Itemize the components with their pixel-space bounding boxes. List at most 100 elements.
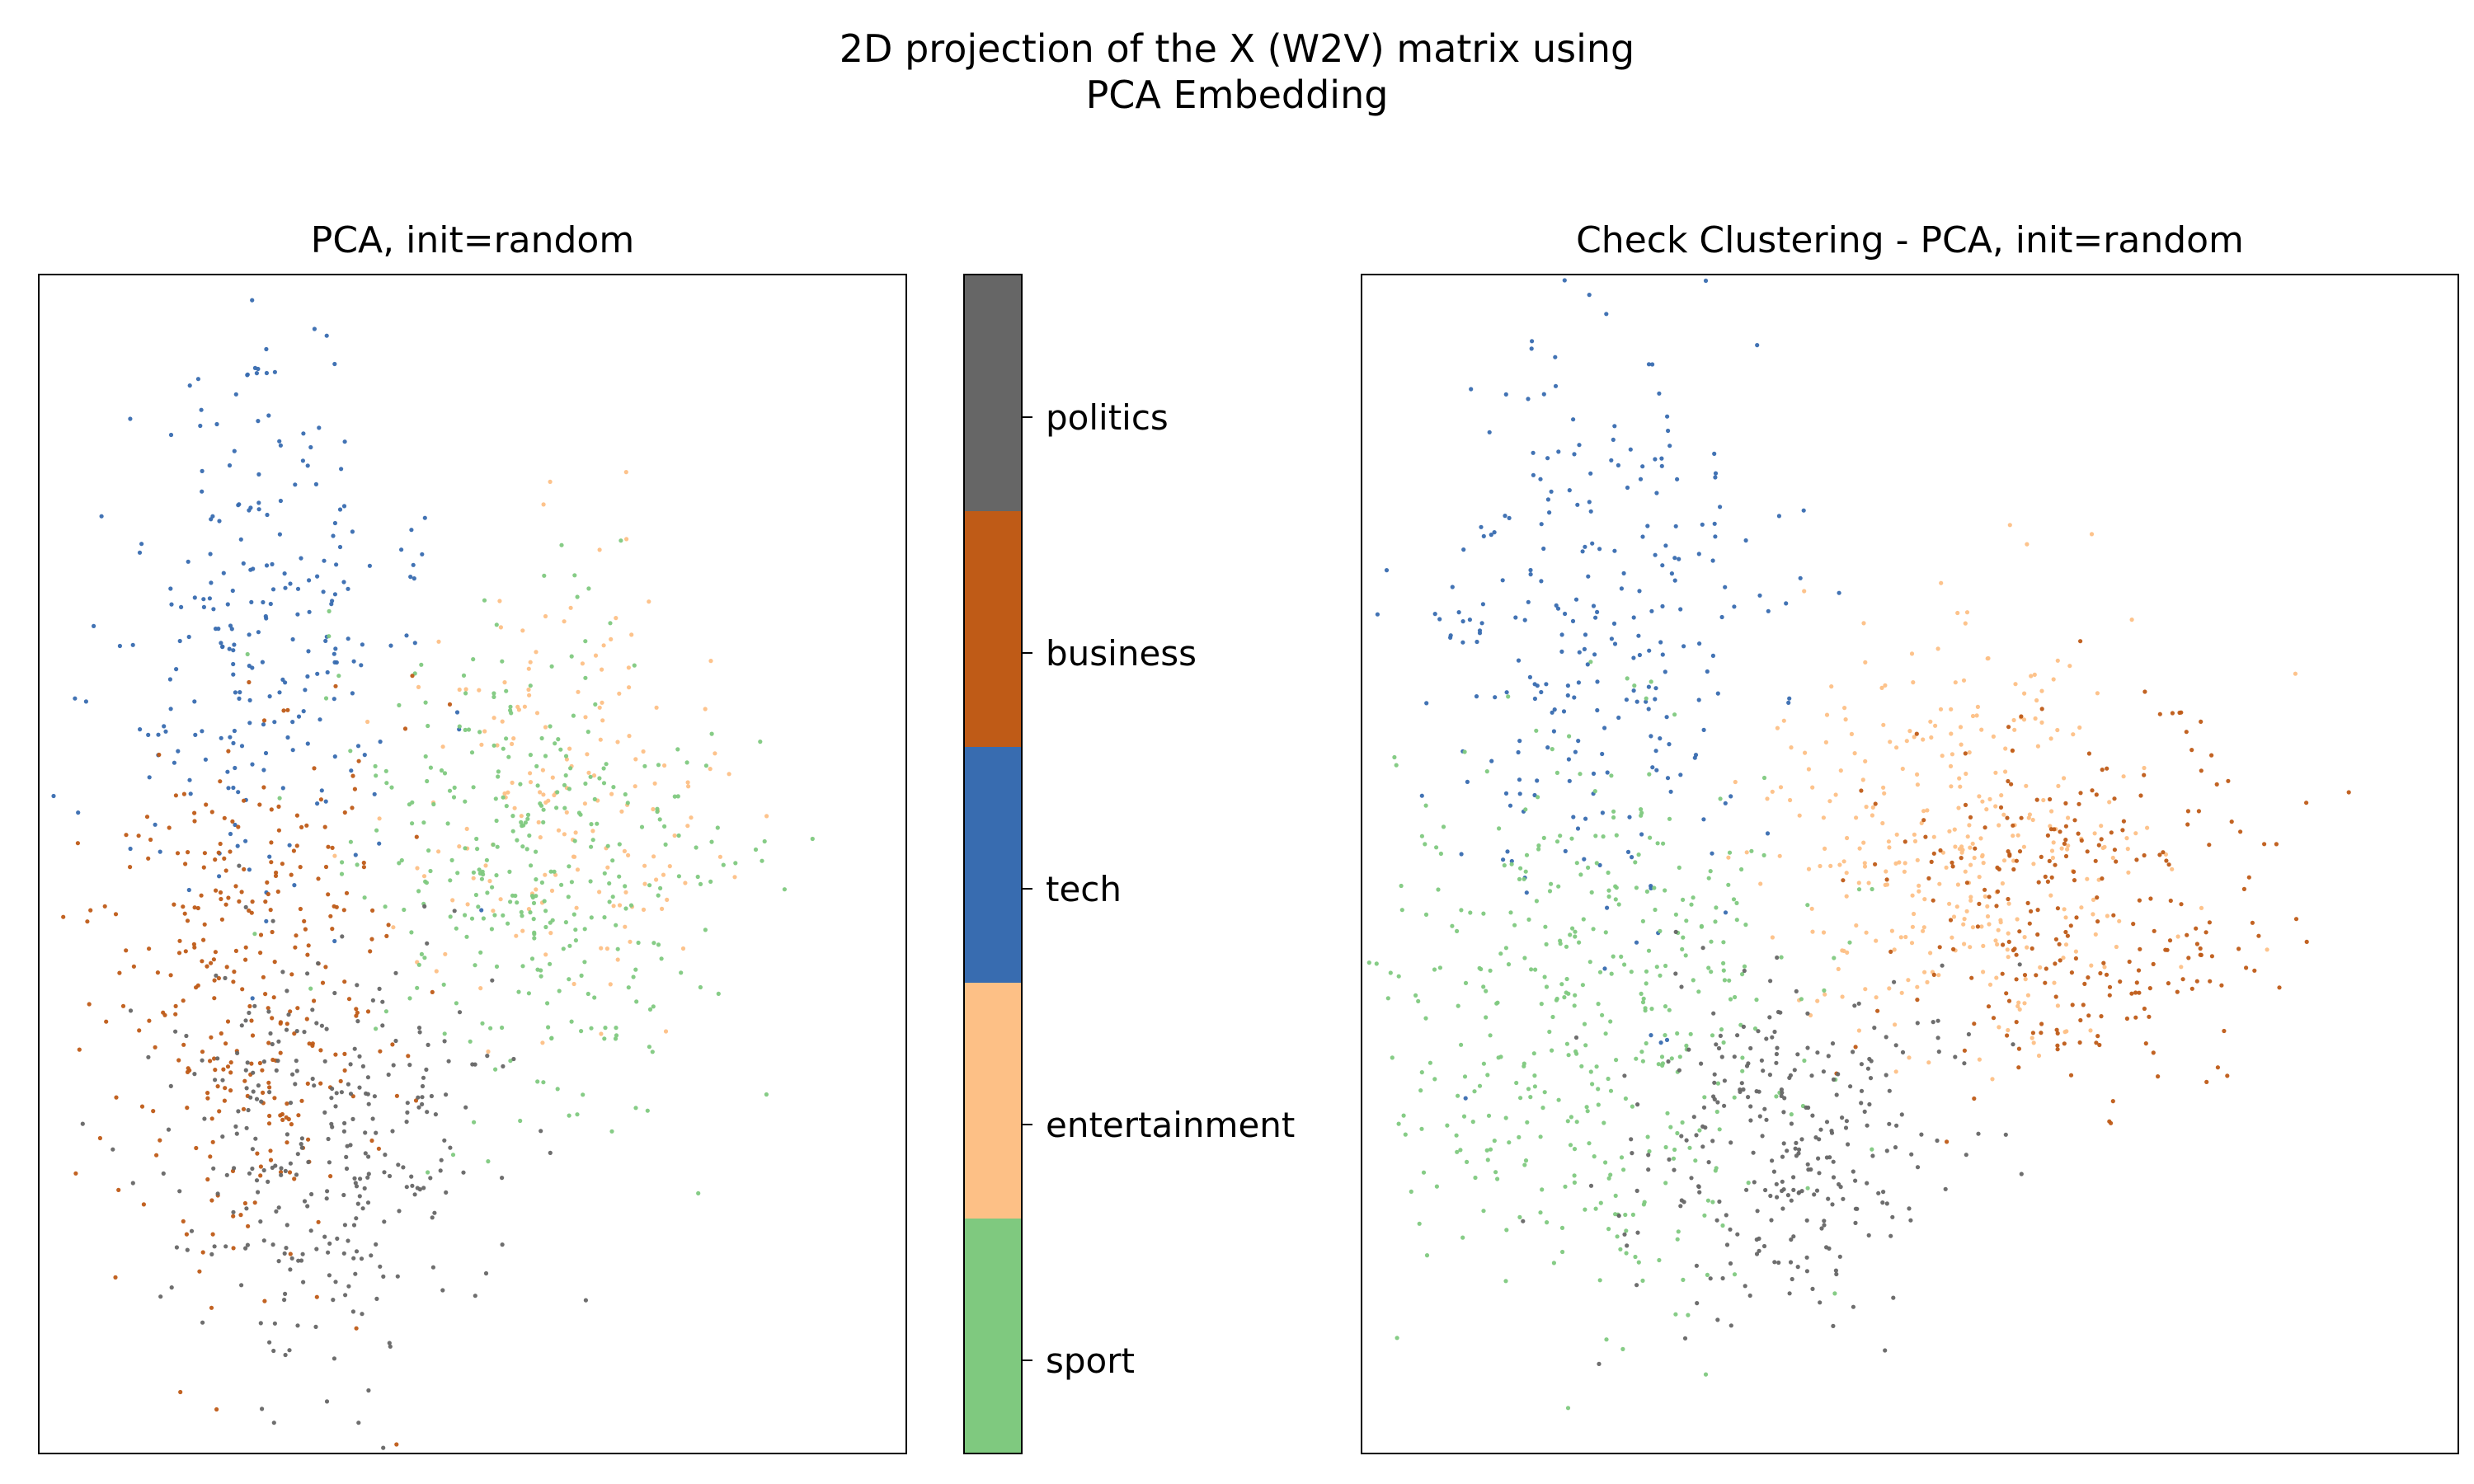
data-point-business: [287, 1170, 293, 1175]
data-point-business: [1972, 1096, 1977, 1101]
data-point-politics: [319, 1023, 324, 1028]
data-point-sport: [492, 913, 497, 918]
data-point-politics: [1780, 1154, 1785, 1159]
data-point-sport: [1523, 807, 1528, 812]
data-point-entertainment: [1884, 882, 1889, 887]
data-point-business: [183, 949, 188, 954]
data-point-politics: [326, 1136, 331, 1142]
data-point-sport: [1554, 770, 1559, 776]
data-point-sport: [1652, 885, 1657, 890]
data-point-entertainment: [600, 700, 604, 705]
data-point-politics: [322, 1110, 327, 1115]
data-point-politics: [314, 1247, 319, 1252]
data-point-business: [2019, 714, 2024, 719]
data-point-business: [2189, 986, 2194, 991]
data-point-entertainment: [2036, 1053, 2042, 1059]
data-point-business: [2304, 801, 2309, 805]
data-point-sport: [703, 763, 709, 768]
data-point-business: [1915, 998, 1920, 1003]
data-point-tech: [1531, 472, 1536, 477]
data-point-business: [378, 1049, 383, 1054]
data-point-sport: [543, 909, 548, 913]
data-point-tech: [156, 732, 161, 737]
data-point-business: [2057, 942, 2062, 946]
data-point-tech: [278, 443, 283, 448]
data-point-tech: [1660, 603, 1665, 608]
data-point-entertainment: [1911, 680, 1916, 685]
data-point-sport: [340, 860, 345, 865]
data-point-sport: [477, 730, 482, 735]
data-point-sport: [633, 1106, 638, 1111]
data-point-tech: [282, 571, 287, 576]
data-point-entertainment: [713, 751, 717, 756]
data-point-entertainment: [683, 881, 688, 885]
data-point-entertainment: [2038, 965, 2043, 970]
data-point-tech: [1487, 430, 1492, 434]
data-point-tech: [1718, 505, 1723, 510]
data-point-business: [2072, 818, 2077, 823]
data-point-sport: [1538, 1210, 1543, 1215]
data-point-politics: [200, 1320, 205, 1325]
data-point-entertainment: [2031, 862, 2036, 866]
data-point-business: [97, 1135, 102, 1141]
data-point-entertainment: [548, 479, 553, 484]
data-point-tech: [1719, 614, 1724, 620]
data-point-business: [2086, 1013, 2091, 1018]
data-point-entertainment: [2062, 907, 2067, 912]
data-point-politics: [299, 1142, 303, 1147]
data-point-business: [2196, 809, 2201, 814]
data-point-politics: [223, 1244, 228, 1249]
data-point-sport: [1699, 923, 1704, 928]
data-point-politics: [1747, 1293, 1752, 1298]
data-point-entertainment: [1829, 684, 1834, 689]
data-point-tech: [1650, 765, 1655, 770]
data-point-tech: [295, 612, 300, 617]
data-point-sport: [1614, 833, 1619, 838]
data-point-politics: [301, 1280, 306, 1284]
data-point-business: [2006, 778, 2011, 784]
data-point-tech: [290, 636, 295, 642]
data-point-sport: [1640, 918, 1645, 923]
data-point-politics: [1880, 1200, 1885, 1205]
data-point-politics: [247, 1010, 252, 1016]
data-point-politics: [355, 1201, 360, 1206]
data-point-business: [292, 1031, 297, 1036]
data-point-business: [2000, 971, 2005, 976]
data-point-business: [342, 1051, 347, 1056]
data-point-politics: [294, 1172, 299, 1177]
data-point-entertainment: [1970, 925, 1975, 930]
data-point-tech: [337, 544, 343, 550]
data-point-business: [2011, 947, 2015, 953]
data-point-tech: [322, 558, 327, 563]
data-point-tech: [1654, 768, 1659, 773]
data-point-business: [2053, 937, 2058, 942]
data-point-entertainment: [1809, 906, 1814, 911]
data-point-entertainment: [1884, 869, 1888, 874]
data-point-tech: [1653, 686, 1658, 691]
data-point-politics: [1791, 1234, 1796, 1239]
data-point-tech: [1544, 682, 1549, 687]
data-point-politics: [259, 1099, 264, 1104]
data-point-politics: [1907, 1206, 1912, 1211]
data-point-tech: [1659, 463, 1664, 468]
data-point-sport: [672, 794, 677, 799]
data-point-sport: [708, 879, 713, 884]
data-point-sport: [1556, 1097, 1561, 1102]
data-point-politics: [1887, 1088, 1892, 1093]
data-point-entertainment: [1824, 712, 1830, 717]
data-point-sport: [1630, 1212, 1635, 1217]
data-point-tech: [305, 463, 310, 468]
data-point-tech: [225, 769, 230, 774]
data-point-business: [292, 1176, 297, 1181]
data-point-sport: [588, 879, 593, 884]
data-point-sport: [277, 796, 282, 801]
data-point-entertainment: [662, 763, 667, 768]
data-point-business: [275, 889, 280, 895]
data-point-sport: [474, 836, 479, 842]
data-point-business: [2006, 939, 2011, 944]
data-point-entertainment: [1815, 998, 1820, 1003]
data-point-entertainment: [2039, 688, 2044, 693]
data-point-sport: [1432, 1077, 1437, 1082]
data-point-sport: [507, 869, 512, 874]
data-point-politics: [211, 1166, 216, 1171]
